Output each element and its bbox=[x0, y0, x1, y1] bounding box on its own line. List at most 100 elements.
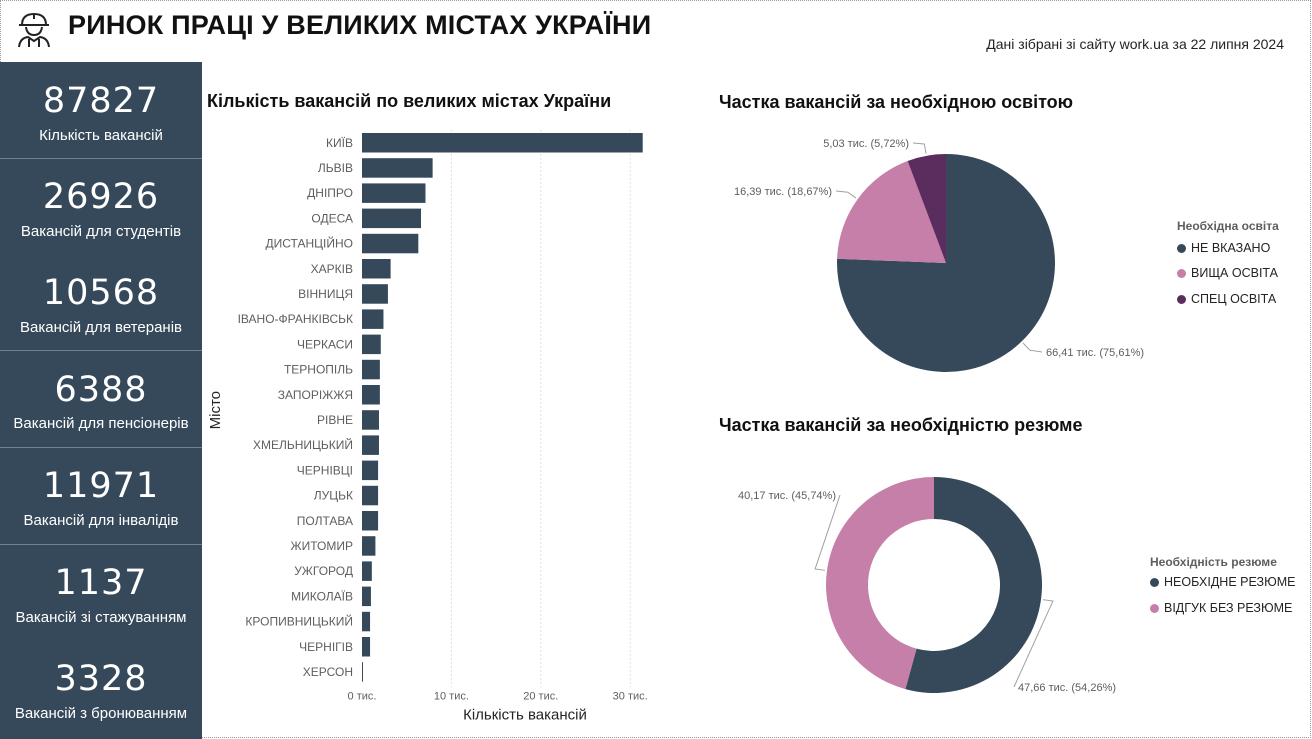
education-pie-chart: 66,41 тис. (75,61%) 16,39 тис. (18,67%) 5,… bbox=[734, 138, 1144, 372]
slice-data-label: 47,66 тис. (54,26%) bbox=[1018, 682, 1116, 694]
bar bbox=[362, 183, 426, 203]
y-tick-label: ОДЕСА bbox=[311, 211, 353, 225]
bar bbox=[362, 133, 643, 153]
bar bbox=[362, 359, 380, 380]
y-tick-label: ЧЕРНІВЦІ bbox=[297, 463, 353, 477]
y-axis-label: Місто bbox=[207, 391, 224, 429]
kpi-card-disabled: 11971 Вакансій для інвалідів bbox=[0, 448, 202, 544]
slice-data-label: 66,41 тис. (75,61%) bbox=[1046, 347, 1144, 359]
kpi-label: Вакансій для пенсіонерів bbox=[13, 415, 189, 432]
bar bbox=[362, 662, 363, 682]
x-tick-label: 0 тис. bbox=[348, 690, 377, 702]
y-tick-label: КРОПИВНИЦЬКИЙ bbox=[245, 614, 353, 629]
page-title: РИНОК ПРАЦІ У ВЕЛИКИХ МІСТАХ УКРАЇНИ bbox=[68, 10, 652, 40]
slice bbox=[826, 477, 934, 690]
legend-item-not-specified[interactable]: НЕ ВКАЗАНО bbox=[1177, 241, 1270, 255]
y-tick-label: ІВАНО-ФРАНКІВСЬК bbox=[238, 312, 353, 326]
bar bbox=[362, 309, 384, 329]
kpi-card-reservation: 3328 Вакансій з бронюванням bbox=[0, 641, 202, 739]
kpi-value: 6388 bbox=[54, 370, 148, 410]
kpi-value: 87827 bbox=[42, 81, 160, 121]
leader-line bbox=[835, 190, 857, 199]
y-tick-label: КИЇВ bbox=[326, 136, 353, 150]
kpi-card-total: 87827 Кількість вакансій bbox=[0, 62, 202, 158]
kpi-card-pensioners: 6388 Вакансій для пенсіонерів bbox=[0, 351, 202, 447]
y-tick-label: МИКОЛАЇВ bbox=[291, 589, 353, 603]
bar bbox=[362, 158, 433, 178]
legend-marker bbox=[1177, 294, 1186, 304]
worker-helmet-icon bbox=[18, 12, 50, 48]
education-legend-title: Необхідна освіта bbox=[1177, 219, 1279, 233]
y-tick-label: ХЕРСОН bbox=[303, 665, 353, 679]
y-tick-label: ТЕРНОПІЛЬ bbox=[284, 363, 353, 377]
kpi-label: Вакансій зі стажуванням bbox=[15, 609, 187, 626]
bar bbox=[362, 259, 391, 279]
legend-item-resume-required[interactable]: НЕОБХІДНЕ РЕЗЮМЕ bbox=[1150, 575, 1295, 589]
pie-chart-title: Частка вакансій за необхідною освітою bbox=[719, 92, 1074, 112]
x-tick-label: 30 тис. bbox=[613, 690, 648, 702]
kpi-label: Вакансій для ветеранів bbox=[20, 319, 182, 336]
legend-label: СПЕЦ ОСВІТА bbox=[1191, 292, 1277, 306]
kpi-value: 10568 bbox=[42, 273, 160, 313]
kpi-divider bbox=[0, 158, 202, 159]
bar bbox=[362, 233, 419, 254]
y-tick-label: ХАРКІВ bbox=[311, 262, 353, 276]
y-tick-label: ЧЕРКАСИ bbox=[297, 337, 353, 351]
kpi-label: Вакансій для студентів bbox=[20, 223, 182, 240]
kpi-divider bbox=[0, 544, 202, 545]
kpi-card-students: 26926 Вакансій для студентів bbox=[0, 159, 202, 255]
leader-line bbox=[1022, 342, 1043, 353]
y-tick-label: РІВНЕ bbox=[317, 413, 353, 427]
kpi-divider bbox=[0, 447, 202, 448]
leader-line bbox=[1013, 599, 1054, 688]
donut-chart-title: Частка вакансій за необхідністю резюме bbox=[719, 415, 1083, 435]
bar-chart-title: Кількість вакансій по великих містах Укр… bbox=[207, 91, 612, 111]
kpi-value: 26926 bbox=[42, 177, 160, 217]
legend-item-no-resume[interactable]: ВІДГУК БЕЗ РЕЗЮМЕ bbox=[1150, 601, 1292, 615]
slice-data-label: 16,39 тис. (18,67%) bbox=[734, 186, 832, 198]
bar bbox=[362, 284, 388, 304]
bar bbox=[362, 385, 380, 405]
slice-data-label: 5,03 тис. (5,72%) bbox=[823, 138, 909, 150]
kpi-value: 11971 bbox=[42, 466, 160, 506]
legend-label: ВІДГУК БЕЗ РЕЗЮМЕ bbox=[1164, 601, 1293, 615]
legend-marker bbox=[1150, 603, 1159, 613]
bar bbox=[362, 485, 379, 506]
kpi-panel: 87827 Кількість вакансій 26926 Вакансій … bbox=[0, 62, 202, 739]
slice-data-label: 40,17 тис. (45,74%) bbox=[738, 490, 836, 502]
y-tick-label: ЛЬВІВ bbox=[318, 161, 353, 175]
leader-line bbox=[912, 142, 927, 154]
kpi-label: Вакансій для інвалідів bbox=[23, 512, 179, 529]
x-tick-label: 20 тис. bbox=[523, 690, 558, 702]
y-tick-label: ПОЛТАВА bbox=[297, 514, 353, 528]
bar bbox=[362, 586, 371, 607]
kpi-value: 1137 bbox=[54, 563, 148, 603]
kpi-label: Кількість вакансій bbox=[39, 127, 163, 144]
bar bbox=[362, 435, 379, 455]
city-vacancies-bar-chart: 0 тис. 10 тис. 20 тис. 30 тис. КИЇВ ЛЬВІВ ДНІП… bbox=[207, 130, 648, 723]
kpi-label: Вакансій з бронюванням bbox=[14, 705, 188, 722]
resume-legend-title: Необхідність резюме bbox=[1150, 555, 1277, 569]
bar bbox=[362, 334, 381, 355]
y-tick-label: ЧЕРНІГІВ bbox=[299, 640, 353, 654]
legend-item-special-education[interactable]: СПЕЦ ОСВІТА bbox=[1177, 292, 1276, 306]
slice bbox=[905, 477, 1042, 693]
y-tick-label: ЗАПОРІЖЖЯ bbox=[278, 388, 353, 402]
bar bbox=[362, 561, 372, 581]
y-tick-label: ЛУЦЬК bbox=[314, 489, 353, 503]
legend-label: НЕ ВКАЗАНО bbox=[1191, 241, 1271, 255]
leader-line bbox=[814, 494, 841, 571]
y-tick-label: ДНІПРО bbox=[307, 186, 353, 200]
legend-marker bbox=[1150, 577, 1159, 587]
kpi-value: 3328 bbox=[54, 659, 148, 699]
legend-label: ВИЩА ОСВІТА bbox=[1191, 266, 1278, 280]
bar bbox=[362, 208, 421, 229]
kpi-divider bbox=[0, 350, 202, 351]
data-source-note: Дані зібрані зі сайту work.ua за 22 липн… bbox=[986, 36, 1284, 52]
legend-label: НЕОБХІДНЕ РЕЗЮМЕ bbox=[1164, 575, 1296, 589]
y-tick-label: ДИСТАНЦІЙНО bbox=[266, 236, 353, 251]
legend-item-higher-education[interactable]: ВИЩА ОСВІТА bbox=[1177, 266, 1278, 280]
x-tick-label: 10 тис. bbox=[434, 690, 469, 702]
y-tick-label: ЖИТОМИР bbox=[291, 539, 353, 553]
legend-marker bbox=[1177, 243, 1186, 253]
